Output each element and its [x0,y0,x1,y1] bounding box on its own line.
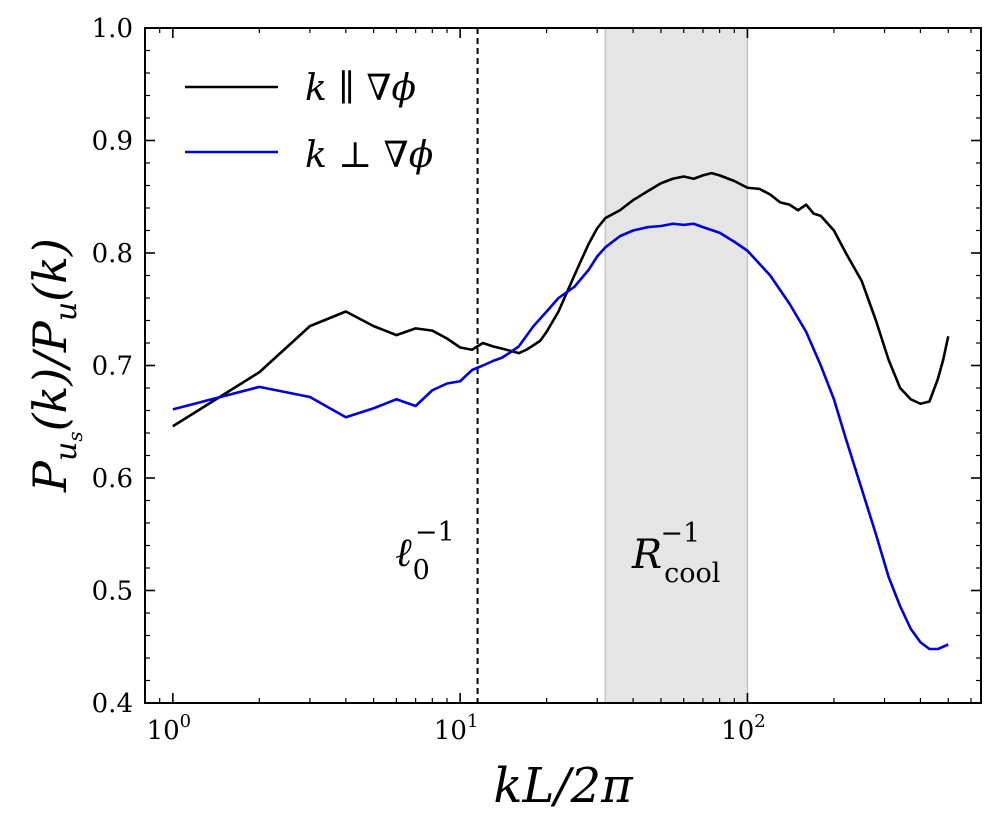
y-label-part-tail: (k) [23,238,77,302]
series-line-perpendicular [172,222,949,651]
x-tick-label-base: 10 [147,716,180,746]
x-tick-label-exponent: 0 [180,711,191,732]
y-tick-label: 0.5 [92,577,133,607]
x-tick-label: 101 [434,711,479,746]
y-tick-label: 0.8 [92,239,133,269]
y-label-part-u2: u [49,302,84,321]
x-tick-label-base: 10 [434,716,467,746]
x-tick-label: 100 [147,711,192,746]
legend-label-perpendicular: k ⊥ ∇ϕ [305,135,433,176]
x-tick-label-exponent: 2 [754,711,765,732]
y-tick-label: 0.9 [92,127,133,157]
vline-annotation-sup: −1 [415,517,455,548]
shade-annotation: Rcool −1 [631,518,720,589]
vline-annotation-sub: 0 [413,555,430,586]
shaded-region [605,28,748,703]
y-label-part-u1: u [49,442,84,461]
y-tick-label: 1.0 [92,14,133,44]
y-tick-label: 0.7 [92,352,133,382]
y-axis-label: Pus(k)/Pu(k) [23,238,87,493]
x-tick-label: 102 [721,711,766,746]
vline-annotation-base: ℓ [395,530,412,576]
y-label-part-mid: (k)/ [23,348,77,432]
x-tick-label-exponent: 1 [467,711,478,732]
y-label-part-p1: P [23,460,77,493]
y-tick-label: 0.4 [92,689,133,719]
y-label-part-p2: P [23,320,77,353]
series-line-parallel [172,171,950,428]
legend-label-parallel: k ∥ ∇ϕ [305,68,416,109]
legend: k ∥ ∇ϕ k ⊥ ∇ϕ [185,68,433,176]
shade-annotation-base: R [631,532,662,578]
y-label-part-s: s [63,431,87,441]
y-tick-label: 0.6 [92,464,133,494]
vline-annotation: ℓ0 −1 [395,517,455,586]
x-tick-label-base: 10 [721,716,754,746]
x-axis-label: kL/2π [493,758,634,814]
shade-annotation-sub: cool [664,558,720,589]
shade-annotation-sup: −1 [660,518,700,549]
plot-frame [144,27,982,704]
